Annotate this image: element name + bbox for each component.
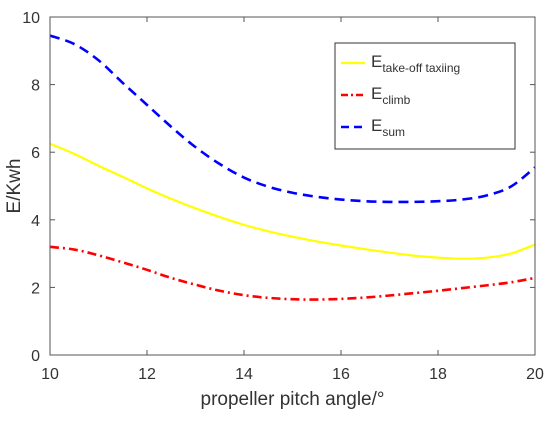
y-tick-label: 8 xyxy=(31,78,40,95)
legend-symbol: E xyxy=(371,52,382,71)
series-line-climb xyxy=(49,245,536,301)
x-tick-label: 18 xyxy=(429,366,447,383)
plot-area-frame xyxy=(49,16,536,356)
x-tick-label: 14 xyxy=(235,366,253,383)
tick-labels: 10 12 14 16 18 20 0 2 4 6 8 10 xyxy=(22,10,544,383)
series-layer xyxy=(49,34,536,301)
series-line-take-off-taxiing xyxy=(49,142,536,260)
legend-entry-climb: Eclimb xyxy=(371,84,411,107)
legend-entry-take-off-taxiing: Etake-off taxiing xyxy=(371,52,460,75)
tick-marks xyxy=(49,16,536,356)
legend-subscript: take-off taxiing xyxy=(382,61,460,75)
y-tick-label: 0 xyxy=(31,348,40,365)
x-tick-label: 20 xyxy=(526,366,544,383)
x-tick-label: 12 xyxy=(138,366,156,383)
x-tick-label: 10 xyxy=(41,366,59,383)
legend-subscript: sum xyxy=(382,125,405,139)
legend-symbol: E xyxy=(371,84,382,103)
x-axis-label: propeller pitch angle/° xyxy=(201,389,385,410)
x-tick-label: 16 xyxy=(332,366,350,383)
legend-entry-sum: Esum xyxy=(371,116,405,139)
y-tick-label: 10 xyxy=(22,10,40,27)
y-tick-label: 4 xyxy=(31,213,40,230)
series-line-sum xyxy=(49,34,536,204)
y-axis-label: E/Kwh xyxy=(4,159,25,214)
y-tick-label: 2 xyxy=(31,280,40,297)
y-tick-label: 6 xyxy=(31,145,40,162)
legend-subscript: climb xyxy=(382,93,410,107)
legend: Etake-off taxiing Eclimb Esum xyxy=(334,42,516,150)
legend-symbol: E xyxy=(371,116,382,135)
legend-box xyxy=(334,42,516,150)
